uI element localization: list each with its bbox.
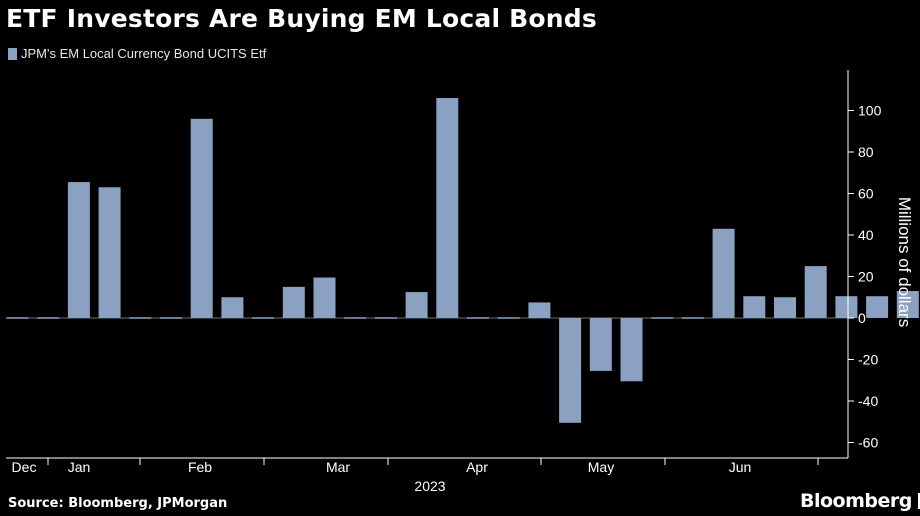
x-tick-label-may: May bbox=[588, 459, 614, 475]
x-year-label: 2023 bbox=[414, 478, 445, 494]
bar-23 bbox=[712, 228, 735, 318]
y-tick-label--60: -60 bbox=[858, 435, 878, 451]
y-tick-label-0: 0 bbox=[858, 310, 866, 326]
bar-13 bbox=[405, 292, 428, 318]
y-tick-label--40: -40 bbox=[858, 393, 878, 409]
x-tick-label-dec: Dec bbox=[12, 459, 37, 475]
bar-27 bbox=[835, 296, 858, 318]
chart-title: ETF Investors Are Buying EM Local Bonds bbox=[6, 4, 597, 33]
bar-3 bbox=[98, 187, 121, 318]
brand-label: Bloomberg bbox=[800, 490, 912, 512]
x-tick-label-apr: Apr bbox=[466, 459, 488, 475]
bar-19 bbox=[589, 318, 612, 371]
bar-7 bbox=[221, 297, 244, 318]
bar-6 bbox=[190, 118, 213, 318]
x-tick-label-mar: Mar bbox=[326, 459, 350, 475]
bar-14 bbox=[436, 98, 459, 318]
source-note: Source: Bloomberg, JPMorgan bbox=[8, 496, 228, 511]
bar-10 bbox=[313, 277, 336, 318]
legend-label: JPM's EM Local Currency Bond UCITS Etf bbox=[21, 46, 267, 61]
y-tick-label-40: 40 bbox=[858, 227, 874, 243]
legend: JPM's EM Local Currency Bond UCITS Etf bbox=[8, 46, 266, 61]
bar-29 bbox=[896, 291, 919, 318]
x-tick-label-jun: Jun bbox=[729, 459, 752, 475]
bloomberg-logo: Bloomberg bbox=[800, 490, 920, 512]
bar-9 bbox=[282, 286, 305, 318]
x-tick-label-feb: Feb bbox=[188, 459, 212, 475]
bar-17 bbox=[528, 302, 551, 318]
bar-20 bbox=[620, 318, 643, 382]
bar-25 bbox=[774, 297, 796, 318]
bar-26 bbox=[804, 266, 827, 318]
legend-swatch bbox=[8, 47, 17, 60]
y-tick-label-80: 80 bbox=[858, 144, 874, 160]
bar-28 bbox=[866, 296, 889, 318]
y-tick-label--20: -20 bbox=[858, 352, 878, 368]
bar-18 bbox=[559, 318, 582, 423]
y-tick-label-100: 100 bbox=[858, 103, 882, 119]
y-tick-label-20: 20 bbox=[858, 269, 874, 285]
bar-24 bbox=[743, 296, 766, 318]
y-axis-title: Millions of dollars bbox=[895, 197, 914, 327]
bloomberg-chart-icon bbox=[917, 493, 920, 509]
x-tick-label-jan: Jan bbox=[68, 459, 91, 475]
y-tick-label-60: 60 bbox=[858, 186, 874, 202]
bar-2 bbox=[67, 182, 90, 318]
